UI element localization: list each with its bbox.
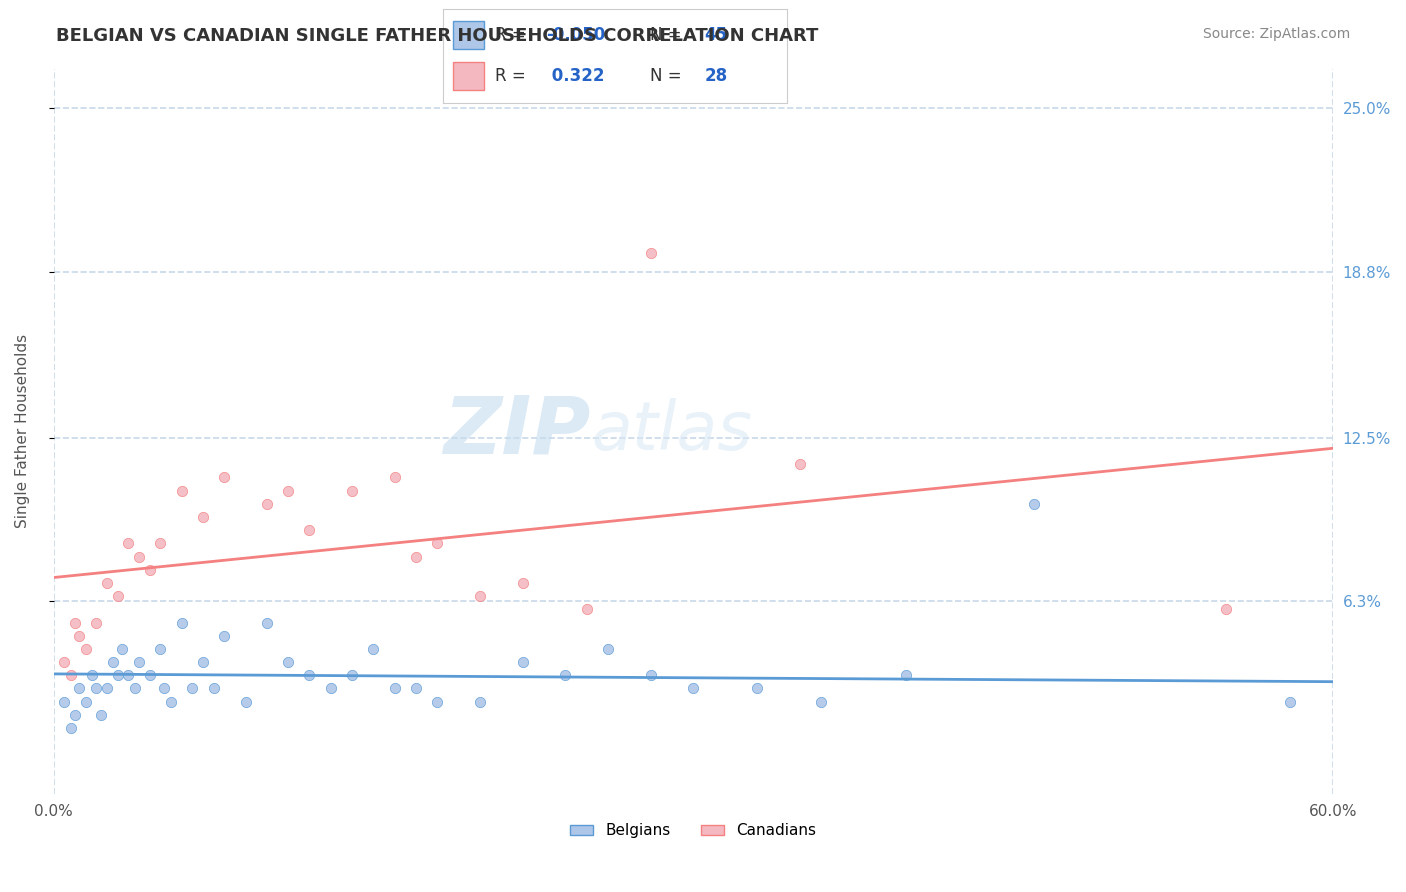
Text: N =: N = [650, 26, 686, 44]
Point [747, 681, 769, 696]
Text: N =: N = [650, 68, 686, 86]
Point [96, 576, 118, 591]
Point [128, 549, 150, 564]
Point [212, 629, 235, 643]
Point [235, 695, 257, 709]
Point [75, 641, 97, 656]
Point [128, 655, 150, 669]
Point [426, 536, 449, 550]
Text: -0.050: -0.050 [546, 26, 606, 44]
Point [59, 668, 82, 682]
Point [103, 655, 125, 669]
Point [596, 641, 619, 656]
Point [1279, 695, 1302, 709]
Point [212, 470, 235, 484]
Point [107, 589, 129, 603]
Point [80, 668, 103, 682]
Point [575, 602, 598, 616]
Point [202, 681, 225, 696]
Point [153, 681, 176, 696]
Point [512, 576, 534, 591]
Point [640, 668, 662, 682]
Point [170, 483, 193, 498]
Point [256, 615, 278, 630]
Text: BELGIAN VS CANADIAN SINGLE FATHER HOUSEHOLDS CORRELATION CHART: BELGIAN VS CANADIAN SINGLE FATHER HOUSEH… [56, 27, 818, 45]
Text: atlas: atlas [591, 398, 752, 464]
Point [53, 695, 76, 709]
Point [405, 549, 427, 564]
Legend: Belgians, Canadians: Belgians, Canadians [564, 817, 823, 845]
Point [89, 707, 111, 722]
Point [149, 641, 172, 656]
Point [111, 641, 134, 656]
Point [67, 629, 90, 643]
Point [59, 721, 82, 735]
Point [468, 589, 491, 603]
Point [138, 668, 160, 682]
Point [384, 681, 406, 696]
Point [277, 483, 299, 498]
Point [277, 655, 299, 669]
Y-axis label: Single Father Households: Single Father Households [15, 334, 30, 528]
Point [789, 457, 811, 471]
Point [1215, 602, 1237, 616]
Text: Source: ZipAtlas.com: Source: ZipAtlas.com [1202, 27, 1350, 41]
Point [53, 655, 76, 669]
Point [149, 536, 172, 550]
Point [181, 681, 204, 696]
Point [640, 246, 662, 260]
Text: ZIP: ZIP [443, 392, 591, 470]
Text: R =: R = [495, 68, 536, 86]
Point [96, 681, 118, 696]
Point [810, 695, 832, 709]
Point [426, 695, 449, 709]
Point [84, 681, 107, 696]
Point [682, 681, 704, 696]
Point [1024, 497, 1046, 511]
Point [512, 655, 534, 669]
Point [170, 615, 193, 630]
Point [75, 695, 97, 709]
Point [160, 695, 183, 709]
Point [107, 668, 129, 682]
Point [256, 497, 278, 511]
Text: 0.322: 0.322 [546, 68, 605, 86]
Point [63, 707, 86, 722]
Point [896, 668, 918, 682]
Point [138, 563, 160, 577]
Point [468, 695, 491, 709]
Point [298, 523, 321, 537]
Point [63, 615, 86, 630]
Point [84, 615, 107, 630]
Point [405, 681, 427, 696]
FancyBboxPatch shape [453, 21, 484, 49]
Point [384, 470, 406, 484]
Text: 45: 45 [704, 26, 728, 44]
Point [340, 668, 363, 682]
Point [117, 668, 139, 682]
Point [117, 536, 139, 550]
Point [298, 668, 321, 682]
Point [554, 668, 576, 682]
Point [191, 655, 214, 669]
Point [363, 641, 385, 656]
Text: R =: R = [495, 26, 530, 44]
FancyBboxPatch shape [453, 62, 484, 90]
Point [67, 681, 90, 696]
Point [191, 510, 214, 524]
Text: 28: 28 [704, 68, 728, 86]
Point [340, 483, 363, 498]
Point [124, 681, 146, 696]
Point [319, 681, 342, 696]
